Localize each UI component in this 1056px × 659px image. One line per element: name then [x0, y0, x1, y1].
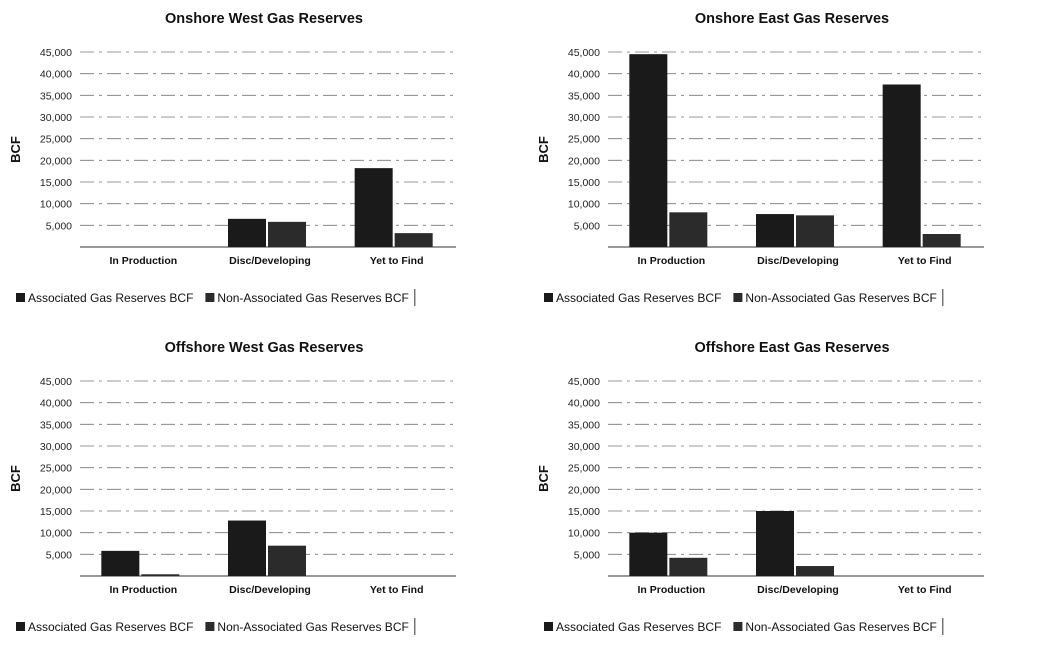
legend-swatch [205, 622, 215, 631]
y-tick-label: 15,000 [568, 177, 600, 189]
y-tick-label: 35,000 [568, 419, 600, 431]
y-axis-label: BCF [8, 465, 23, 492]
chart-panel-onshore-east: Onshore East Gas Reserves BCF 5,000 10,000 1… [528, 0, 1056, 330]
chart-panel-offshore-east: Offshore East Gas Reserves BCF 5,000 10,000… [528, 329, 1056, 659]
y-tick-label: 10,000 [40, 528, 72, 540]
y-tick-label: 10,000 [568, 528, 600, 540]
y-axis-label: BCF [536, 136, 551, 163]
legend-label: Non-Associated Gas Reserves BCF [745, 620, 936, 634]
chart-svg: Onshore West Gas Reserves BCF 5,000 10,000 1… [8, 11, 456, 306]
legend-swatch [16, 293, 25, 302]
chart-panel-offshore-west: Offshore West Gas Reserves BCF 5,000 10,000… [0, 329, 528, 659]
bar-associated [756, 511, 794, 576]
y-axis-label: BCF [8, 136, 23, 163]
y-tick-label: 25,000 [568, 463, 600, 475]
bar-associated [629, 54, 668, 247]
y-tick-label: 30,000 [40, 441, 72, 453]
y-axis-label: BCF [536, 465, 551, 492]
legend-swatch [733, 293, 743, 302]
bar-non-associated [394, 233, 433, 247]
y-tick-label: 5,000 [46, 549, 72, 561]
bar-associated [882, 84, 921, 247]
x-category-label: Disc/Developing [757, 584, 839, 596]
bar-associated [756, 214, 794, 247]
chart-svg: Offshore East Gas Reserves BCF 5,000 10,000… [536, 340, 984, 635]
x-category-label: Yet to Find [898, 255, 952, 267]
x-category-label: Disc/Developing [229, 255, 311, 267]
bar-non-associated [669, 212, 708, 247]
legend-label: Non-Associated Gas Reserves BCF [217, 291, 408, 305]
y-tick-label: 20,000 [568, 484, 600, 496]
legend-label: Associated Gas Reserves BCF [556, 291, 721, 305]
y-tick-label: 45,000 [40, 376, 72, 388]
y-tick-label: 30,000 [40, 112, 72, 124]
legend-swatch [16, 622, 25, 631]
bar-non-associated [669, 557, 708, 576]
chart-title: Offshore West Gas Reserves [165, 340, 364, 356]
bar-non-associated [268, 221, 306, 247]
x-category-label: Yet to Find [898, 584, 952, 596]
y-tick-label: 45,000 [568, 376, 600, 388]
y-tick-label: 15,000 [568, 506, 600, 518]
y-tick-label: 10,000 [568, 199, 600, 211]
y-tick-label: 35,000 [568, 90, 600, 102]
y-tick-label: 40,000 [40, 398, 72, 410]
y-tick-label: 25,000 [568, 134, 600, 146]
bar-non-associated [268, 545, 306, 576]
y-tick-label: 10,000 [40, 199, 72, 211]
x-category-label: In Production [637, 255, 705, 267]
x-category-label: In Production [109, 255, 177, 267]
y-tick-label: 40,000 [40, 69, 72, 81]
y-tick-label: 5,000 [574, 220, 600, 232]
y-tick-label: 30,000 [568, 441, 600, 453]
y-tick-label: 40,000 [568, 69, 600, 81]
y-tick-label: 15,000 [40, 506, 72, 518]
y-tick-label: 35,000 [40, 90, 72, 102]
legend-label: Associated Gas Reserves BCF [556, 620, 721, 634]
bar-associated [101, 550, 140, 576]
legend-swatch [205, 293, 215, 302]
bar-associated [228, 218, 266, 247]
y-tick-label: 35,000 [40, 419, 72, 431]
y-tick-label: 45,000 [568, 47, 600, 59]
x-category-label: Yet to Find [370, 584, 424, 596]
y-tick-label: 40,000 [568, 398, 600, 410]
y-tick-label: 5,000 [574, 549, 600, 561]
y-tick-label: 15,000 [40, 177, 72, 189]
x-category-label: In Production [637, 584, 705, 596]
bar-associated [228, 520, 266, 576]
chart-title: Onshore East Gas Reserves [695, 11, 889, 27]
y-tick-label: 30,000 [568, 112, 600, 124]
bar-associated [354, 168, 393, 247]
x-category-label: Disc/Developing [757, 255, 839, 267]
legend-swatch [733, 622, 743, 631]
chart-svg: Offshore West Gas Reserves BCF 5,000 10,000… [8, 340, 456, 635]
y-tick-label: 5,000 [46, 220, 72, 232]
x-category-label: Yet to Find [370, 255, 424, 267]
legend-swatch [544, 622, 553, 631]
legend-label: Non-Associated Gas Reserves BCF [217, 620, 408, 634]
y-tick-label: 25,000 [40, 134, 72, 146]
legend-label: Non-Associated Gas Reserves BCF [745, 291, 936, 305]
legend-swatch [544, 293, 553, 302]
legend-label: Associated Gas Reserves BCF [28, 620, 193, 634]
legend-label: Associated Gas Reserves BCF [28, 291, 193, 305]
chart-panel-onshore-west: Onshore West Gas Reserves BCF 5,000 10,000 1… [0, 0, 528, 330]
bar-non-associated [141, 574, 180, 576]
bar-associated [629, 532, 668, 576]
chart-title: Onshore West Gas Reserves [165, 11, 363, 27]
y-tick-label: 20,000 [40, 155, 72, 167]
chart-title: Offshore East Gas Reserves [694, 340, 889, 356]
bar-non-associated [796, 215, 834, 247]
y-tick-label: 45,000 [40, 47, 72, 59]
x-category-label: Disc/Developing [229, 584, 311, 596]
chart-svg: Onshore East Gas Reserves BCF 5,000 10,000 1… [536, 11, 984, 306]
y-tick-label: 20,000 [568, 155, 600, 167]
bar-non-associated [796, 566, 834, 576]
y-tick-label: 20,000 [40, 484, 72, 496]
x-category-label: In Production [109, 584, 177, 596]
bar-non-associated [922, 234, 961, 247]
y-tick-label: 25,000 [40, 463, 72, 475]
